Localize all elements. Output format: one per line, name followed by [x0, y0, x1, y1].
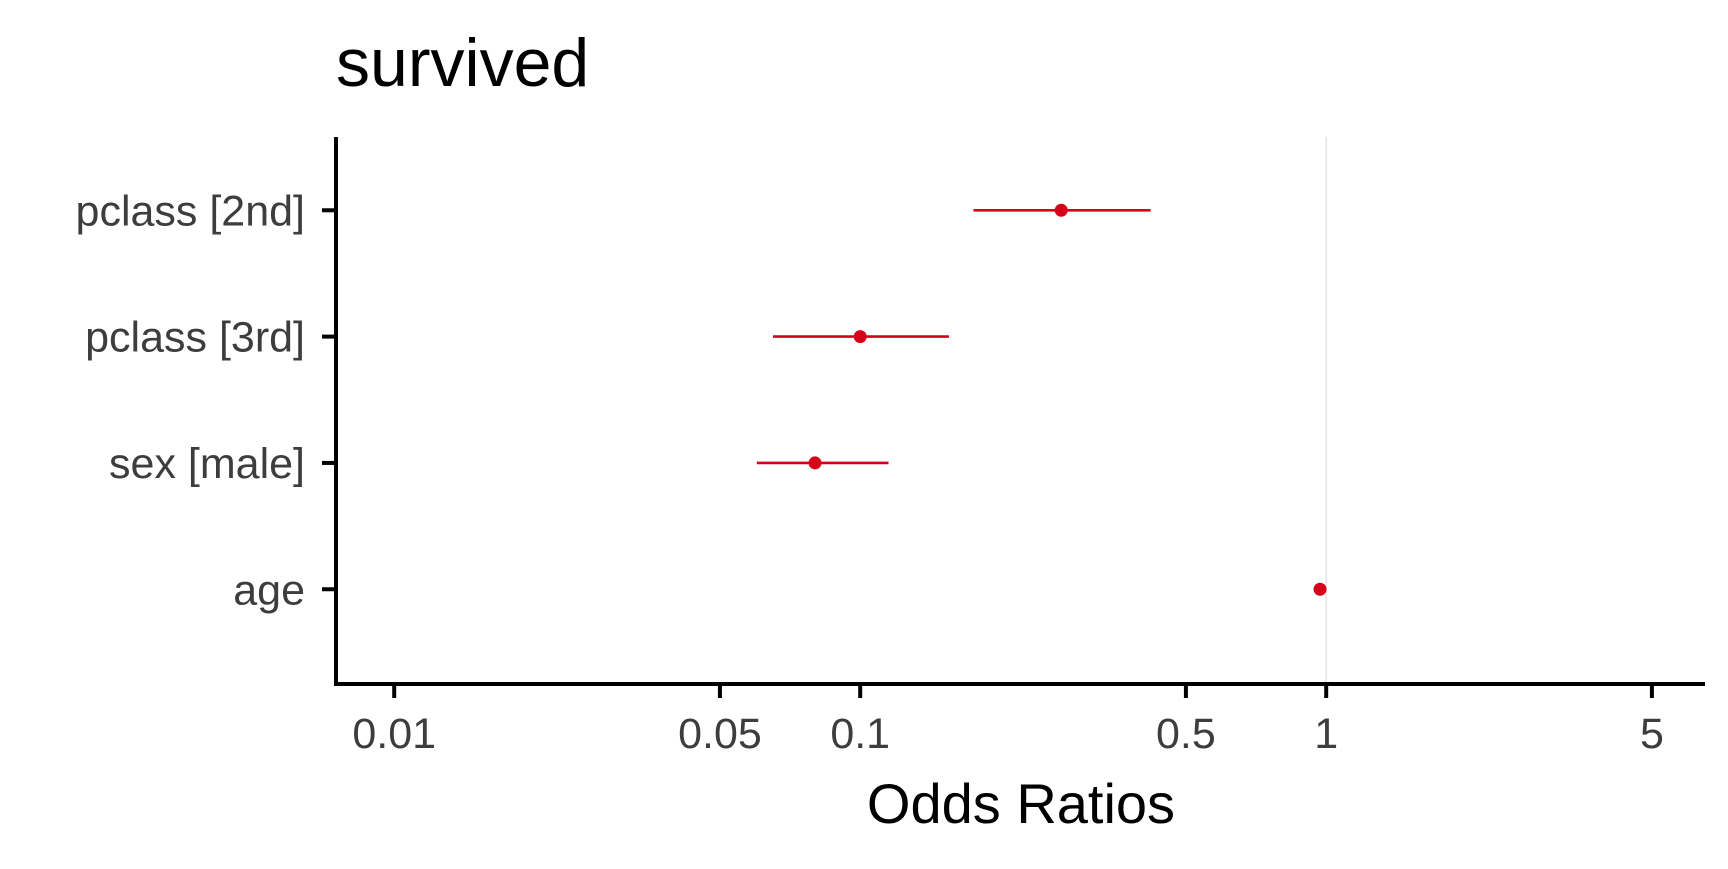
estimate-point — [1313, 582, 1327, 596]
y-axis-labels: pclass [2nd] pclass [3rd] sex [male] age — [76, 187, 305, 614]
x-axis-title: Odds Ratios — [867, 772, 1175, 835]
x-tick-label: 0.05 — [678, 710, 762, 758]
y-tick-label: sex [male] — [109, 440, 305, 488]
y-tick-label: pclass [2nd] — [76, 187, 305, 235]
estimate-point — [853, 330, 867, 344]
x-axis-ticks — [392, 684, 1654, 698]
estimate-point — [808, 456, 822, 470]
data-marks — [756, 203, 1327, 596]
x-tick-label: 5 — [1640, 710, 1664, 758]
y-tick-label: pclass [3rd] — [85, 314, 305, 362]
y-axis-ticks — [322, 208, 336, 592]
x-tick-label: 0.01 — [352, 710, 436, 758]
x-tick-label: 0.5 — [1156, 710, 1216, 758]
x-tick-label: 0.1 — [830, 710, 890, 758]
y-tick-label: age — [233, 566, 305, 614]
x-axis-labels: 0.01 0.05 0.1 0.5 1 5 — [352, 710, 1663, 758]
chart-title: survived — [336, 25, 589, 101]
x-tick-label: 1 — [1314, 710, 1338, 758]
estimate-point — [1054, 203, 1068, 217]
